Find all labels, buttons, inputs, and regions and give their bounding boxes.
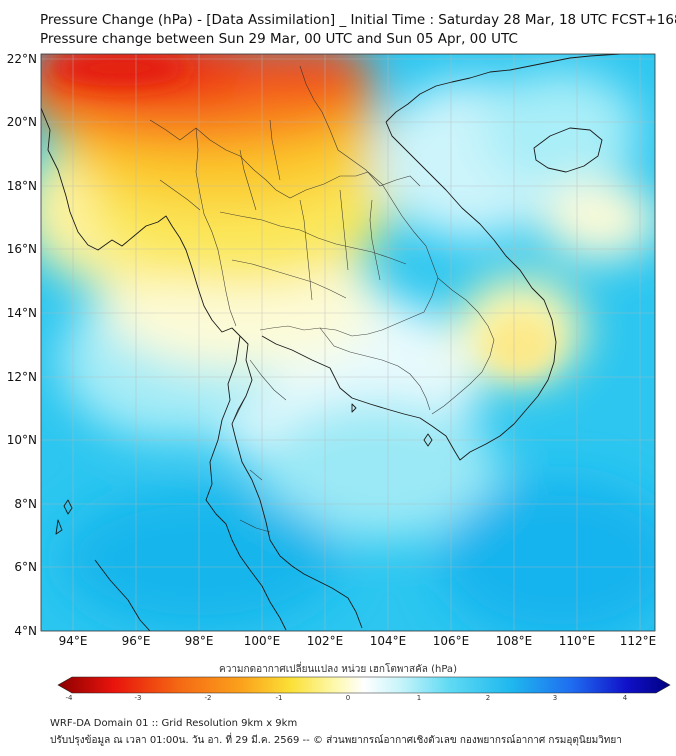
lon-label: 100°E	[244, 634, 281, 648]
lon-label: 110°E	[559, 634, 596, 648]
lat-label: 22°N	[7, 52, 37, 66]
map-title: Pressure Change (hPa) - [Data Assimilati…	[40, 12, 676, 28]
colorbar: -4 -3 -2 -1 0 1 2 3 4	[57, 676, 671, 702]
colorbar-tick: 2	[486, 694, 490, 702]
map-subtitle: Pressure change between Sun 29 Mar, 00 U…	[40, 31, 518, 47]
lat-label: 14°N	[7, 306, 37, 320]
model-info: WRF-DA Domain 01 :: Grid Resolution 9km …	[50, 718, 298, 729]
lon-label: 94°E	[59, 634, 88, 648]
lat-label: 16°N	[7, 242, 37, 256]
admin-borders	[149, 65, 495, 533]
colorbar-tick: -1	[276, 694, 283, 702]
colorbar-tick: -4	[66, 694, 74, 702]
lon-label: 104°E	[370, 634, 407, 648]
lat-label: 20°N	[7, 115, 37, 129]
lon-label: 106°E	[433, 634, 470, 648]
lat-label: 12°N	[7, 370, 37, 384]
lon-label: 112°E	[620, 634, 657, 648]
lat-label: 4°N	[14, 624, 37, 638]
coastline	[41, 54, 621, 631]
colorbar-tick: -2	[205, 694, 212, 702]
lon-label: 98°E	[185, 634, 214, 648]
lat-label: 10°N	[7, 433, 37, 447]
pressure-field	[41, 54, 655, 631]
lat-label: 6°N	[14, 560, 37, 574]
lat-label: 8°N	[14, 497, 37, 511]
colorbar-title: ความกดอากาศเปลี่ยนแปลง หน่วย เฮกโตพาสคัล…	[219, 664, 457, 675]
lat-label: 18°N	[7, 179, 37, 193]
colorbar-tick: 0	[346, 694, 350, 702]
axis-labels: 22°N 20°N 18°N 16°N 14°N 12°N 10°N 8°N 6…	[7, 52, 657, 648]
colorbar-tick: 4	[623, 694, 628, 702]
lon-label: 102°E	[307, 634, 344, 648]
colorbar-tick: 1	[417, 694, 421, 702]
colorbar-tick: 3	[553, 694, 557, 702]
lon-label: 96°E	[122, 634, 151, 648]
colorbar-tick: -3	[135, 694, 142, 702]
lon-label: 108°E	[496, 634, 533, 648]
graticule	[41, 54, 655, 631]
credit-line: ปรับปรุงข้อมูล ณ เวลา 01:00น. วัน อา. ที…	[50, 735, 622, 746]
